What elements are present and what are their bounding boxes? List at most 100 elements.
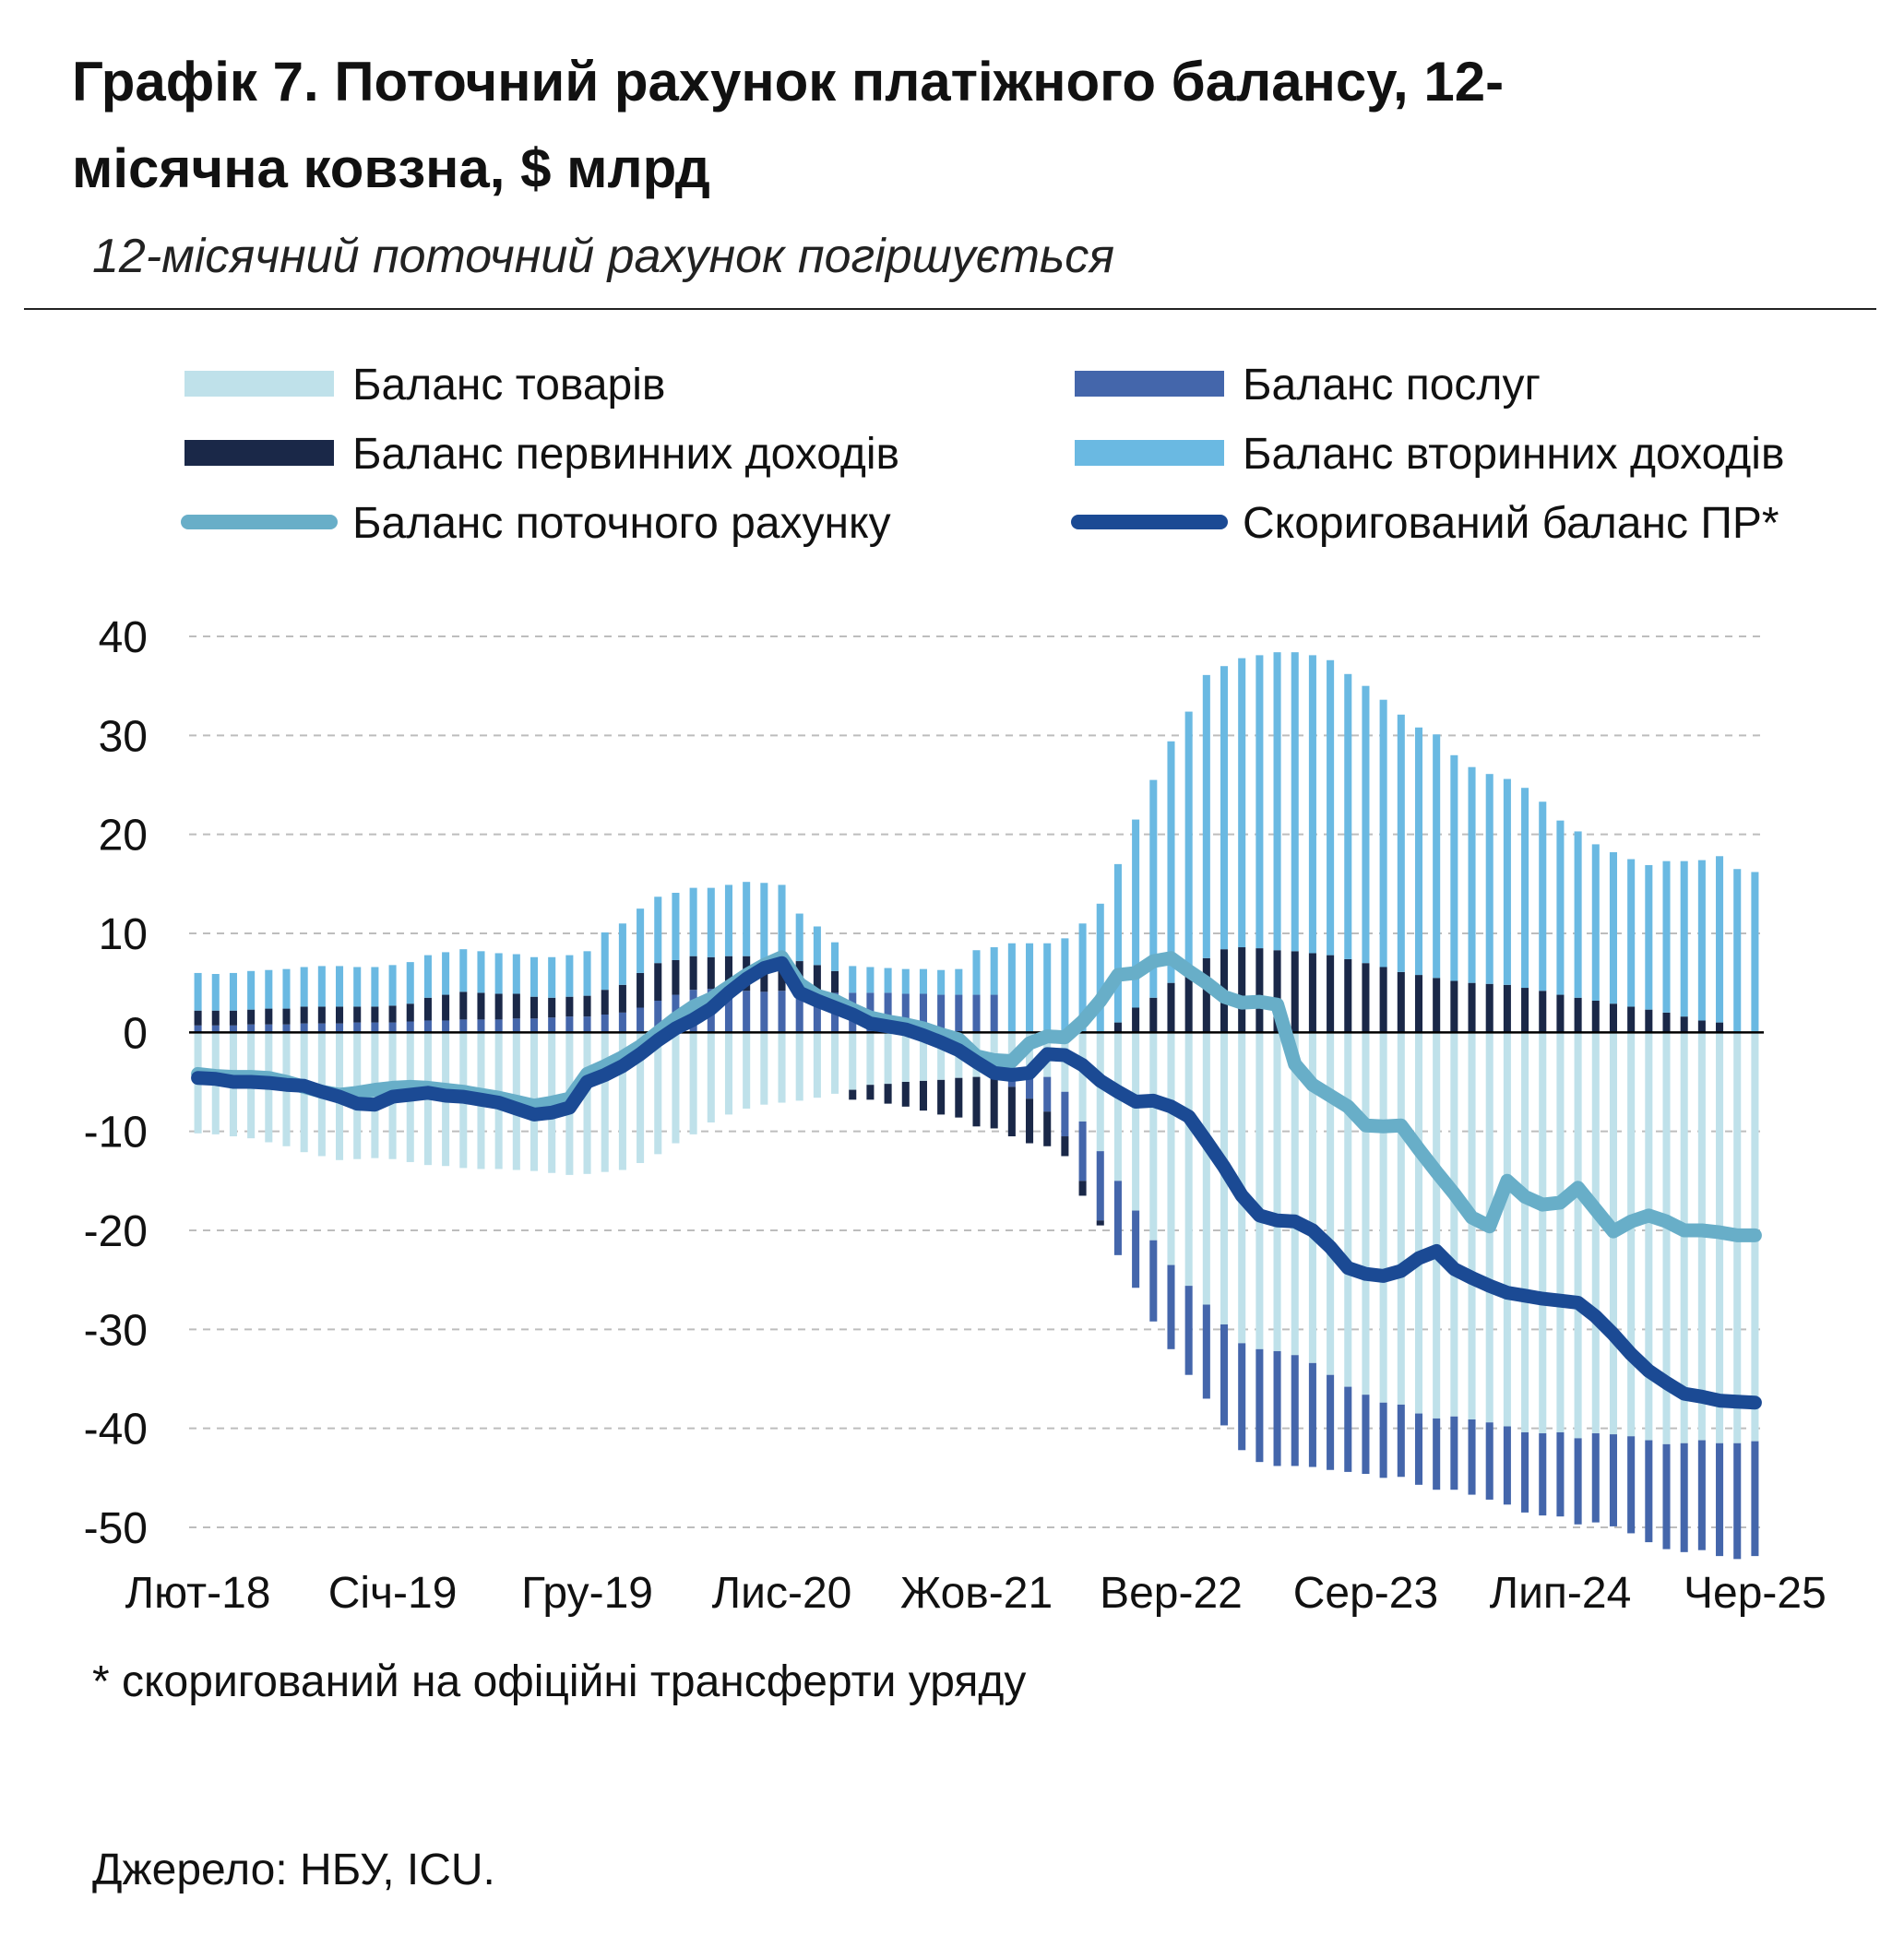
bar-segment: [194, 1025, 202, 1033]
bar-segment: [1026, 1098, 1034, 1144]
bar-segment: [1503, 1426, 1511, 1505]
bar-segment: [1521, 1431, 1529, 1513]
bar-segment: [795, 913, 803, 962]
bar-segment: [866, 1032, 875, 1086]
bar-segment: [1450, 754, 1458, 981]
bar-segment: [795, 991, 803, 1033]
bar-segment: [1061, 938, 1069, 1033]
bar-segment: [388, 965, 397, 1006]
y-tick-label: 0: [123, 1009, 148, 1058]
bar-segment: [654, 1000, 662, 1033]
legend-label: Баланс вторинних доходів: [1243, 430, 1784, 479]
bar-segment: [247, 1024, 256, 1033]
bar-segment: [1397, 971, 1405, 1033]
bar-segment: [1149, 779, 1158, 998]
bar-segment: [1344, 1386, 1352, 1472]
bar-segment: [1379, 967, 1387, 1033]
series-line: [191, 956, 1762, 1410]
chart-bars: [194, 652, 1759, 1560]
bar-segment: [1043, 1076, 1052, 1112]
legend-item: Баланс первинних доходів: [184, 430, 899, 479]
bar-segment: [459, 1019, 468, 1033]
bar-segment: [1539, 801, 1547, 991]
bar-segment: [955, 1077, 963, 1118]
bar-segment: [1061, 1091, 1069, 1137]
bar-segment: [1096, 1032, 1104, 1152]
y-tick-label: -30: [84, 1306, 148, 1355]
bar-segment: [724, 956, 733, 991]
bar-segment: [1026, 1074, 1034, 1099]
bar-segment: [1680, 861, 1688, 1017]
bar-segment: [1132, 1032, 1140, 1211]
bar-segment: [654, 1032, 662, 1155]
bar-segment: [423, 955, 432, 998]
bar-segment: [1433, 734, 1441, 979]
legend-swatch: [1075, 371, 1224, 397]
bar-segment: [831, 942, 839, 971]
bar-segment: [884, 1032, 892, 1085]
bar-segment: [724, 885, 733, 956]
bar-segment: [229, 1010, 237, 1026]
bar-segment: [1273, 950, 1281, 1033]
bar-segment: [530, 996, 539, 1019]
bar-segment: [265, 1024, 273, 1033]
bar-segment: [1556, 1431, 1565, 1517]
bar-segment: [689, 887, 697, 956]
bar-segment: [1344, 958, 1352, 1033]
bar-segment: [565, 955, 574, 997]
bar-segment: [371, 1022, 379, 1033]
bar-segment: [548, 1017, 556, 1033]
chart-legend: Баланс товарів Баланс послуг Баланс первин…: [181, 361, 1784, 548]
bar-segment: [406, 1021, 414, 1033]
bar-segment: [1184, 968, 1193, 1033]
legend-item: Баланс поточного рахунку: [181, 499, 891, 548]
bar-segment: [884, 992, 892, 1033]
bar-segment: [1485, 1422, 1493, 1500]
chart-source: Джерело: НБУ, ICU.: [92, 1846, 495, 1894]
bar-segment: [1591, 1032, 1600, 1434]
bar-segment: [1078, 923, 1087, 1033]
bar-segment: [317, 1006, 326, 1024]
bar-segment: [813, 992, 821, 1033]
bar-segment: [1574, 1438, 1582, 1525]
bar-segment: [1697, 1020, 1706, 1033]
bar-segment: [1132, 819, 1140, 1008]
bar-segment: [1574, 1032, 1582, 1439]
x-tick-label: Вер-22: [1100, 1569, 1243, 1618]
bar-segment: [477, 951, 485, 993]
bar-segment: [1167, 1032, 1175, 1265]
bar-segment: [1362, 685, 1370, 964]
bar-segment: [1397, 1404, 1405, 1478]
bar-segment: [990, 947, 998, 995]
bar-segment: [353, 967, 362, 1007]
bar-segment: [689, 1032, 697, 1134]
bar-segment: [1184, 711, 1193, 968]
bar-segment: [1645, 1009, 1653, 1033]
x-tick-label: Сер-23: [1293, 1569, 1438, 1618]
bar-segment: [247, 1009, 256, 1025]
legend-label: Скоригований баланс ПР*: [1243, 499, 1779, 548]
bar-segment: [1751, 1441, 1759, 1557]
bar-segment: [1238, 658, 1246, 948]
bar-segment: [1061, 1136, 1069, 1157]
chart-lines: [191, 950, 1762, 1410]
bar-segment: [654, 896, 662, 964]
bar-segment: [1132, 1210, 1140, 1288]
bar-segment: [901, 1032, 910, 1082]
bar-segment: [229, 972, 237, 1011]
bar-segment: [247, 970, 256, 1010]
bar-segment: [1167, 1264, 1175, 1349]
bar-segment: [972, 950, 981, 995]
bar-segment: [672, 892, 680, 960]
bar-segment: [317, 1023, 326, 1033]
bar-segment: [1255, 948, 1264, 1033]
bar-segment: [1255, 1032, 1264, 1349]
bar-segment: [1414, 1413, 1423, 1485]
bar-segment: [512, 1018, 520, 1033]
bar-segment: [1574, 997, 1582, 1033]
bar-segment: [1202, 674, 1210, 958]
bar-segment: [601, 1015, 609, 1033]
bar-segment: [406, 962, 414, 1004]
bar-segment: [565, 996, 574, 1017]
bar-segment: [282, 1008, 291, 1025]
